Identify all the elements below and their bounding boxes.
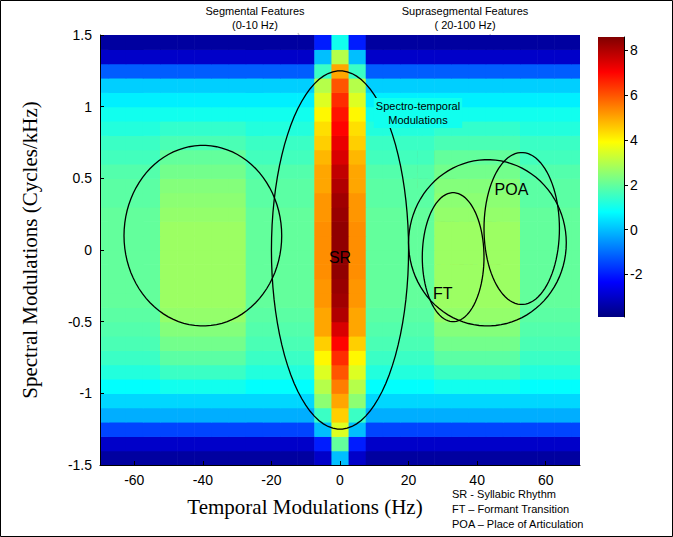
svg-text:-0.5: -0.5	[68, 314, 92, 330]
svg-text:SR - Syllabic Rhythm: SR - Syllabic Rhythm	[452, 488, 556, 500]
svg-text:POA – Place of Articulation: POA – Place of Articulation	[452, 518, 583, 530]
svg-text:Segmental Features: Segmental Features	[205, 5, 305, 17]
svg-text:FT: FT	[433, 285, 453, 302]
svg-text:8: 8	[630, 42, 638, 58]
svg-text:-20: -20	[261, 472, 281, 488]
svg-text:POA: POA	[495, 181, 529, 198]
svg-text:-1.5: -1.5	[68, 457, 92, 473]
svg-text:20: 20	[401, 472, 417, 488]
svg-text:Modulations: Modulations	[388, 114, 448, 126]
svg-text:0: 0	[84, 242, 92, 258]
svg-text:-1: -1	[80, 385, 93, 401]
svg-text:( 20-100 Hz): ( 20-100 Hz)	[434, 19, 495, 31]
svg-text:Suprasegmental Features: Suprasegmental Features	[402, 5, 529, 17]
svg-text:40: 40	[469, 472, 485, 488]
svg-text:1: 1	[84, 99, 92, 115]
svg-text:1.5: 1.5	[73, 27, 93, 43]
svg-text:FT – Formant Transition: FT – Formant Transition	[452, 503, 569, 515]
svg-text:Spectral Modulations (Cycles/k: Spectral Modulations (Cycles/kHz)	[18, 101, 42, 398]
svg-text:Temporal Modulations (Hz): Temporal Modulations (Hz)	[187, 495, 422, 519]
svg-text:60: 60	[538, 472, 554, 488]
svg-text:Spectro-temporal: Spectro-temporal	[376, 100, 460, 112]
svg-text:2: 2	[630, 177, 638, 193]
svg-text:0: 0	[336, 472, 344, 488]
svg-text:-60: -60	[124, 472, 144, 488]
svg-text:4: 4	[630, 132, 638, 148]
svg-text:(0-10 Hz): (0-10 Hz)	[232, 19, 278, 31]
svg-text:0: 0	[630, 222, 638, 238]
svg-text:SR: SR	[329, 249, 351, 266]
svg-text:0.5: 0.5	[73, 170, 93, 186]
svg-text:6: 6	[630, 87, 638, 103]
svg-text:-40: -40	[193, 472, 213, 488]
svg-text:-2: -2	[630, 266, 643, 282]
